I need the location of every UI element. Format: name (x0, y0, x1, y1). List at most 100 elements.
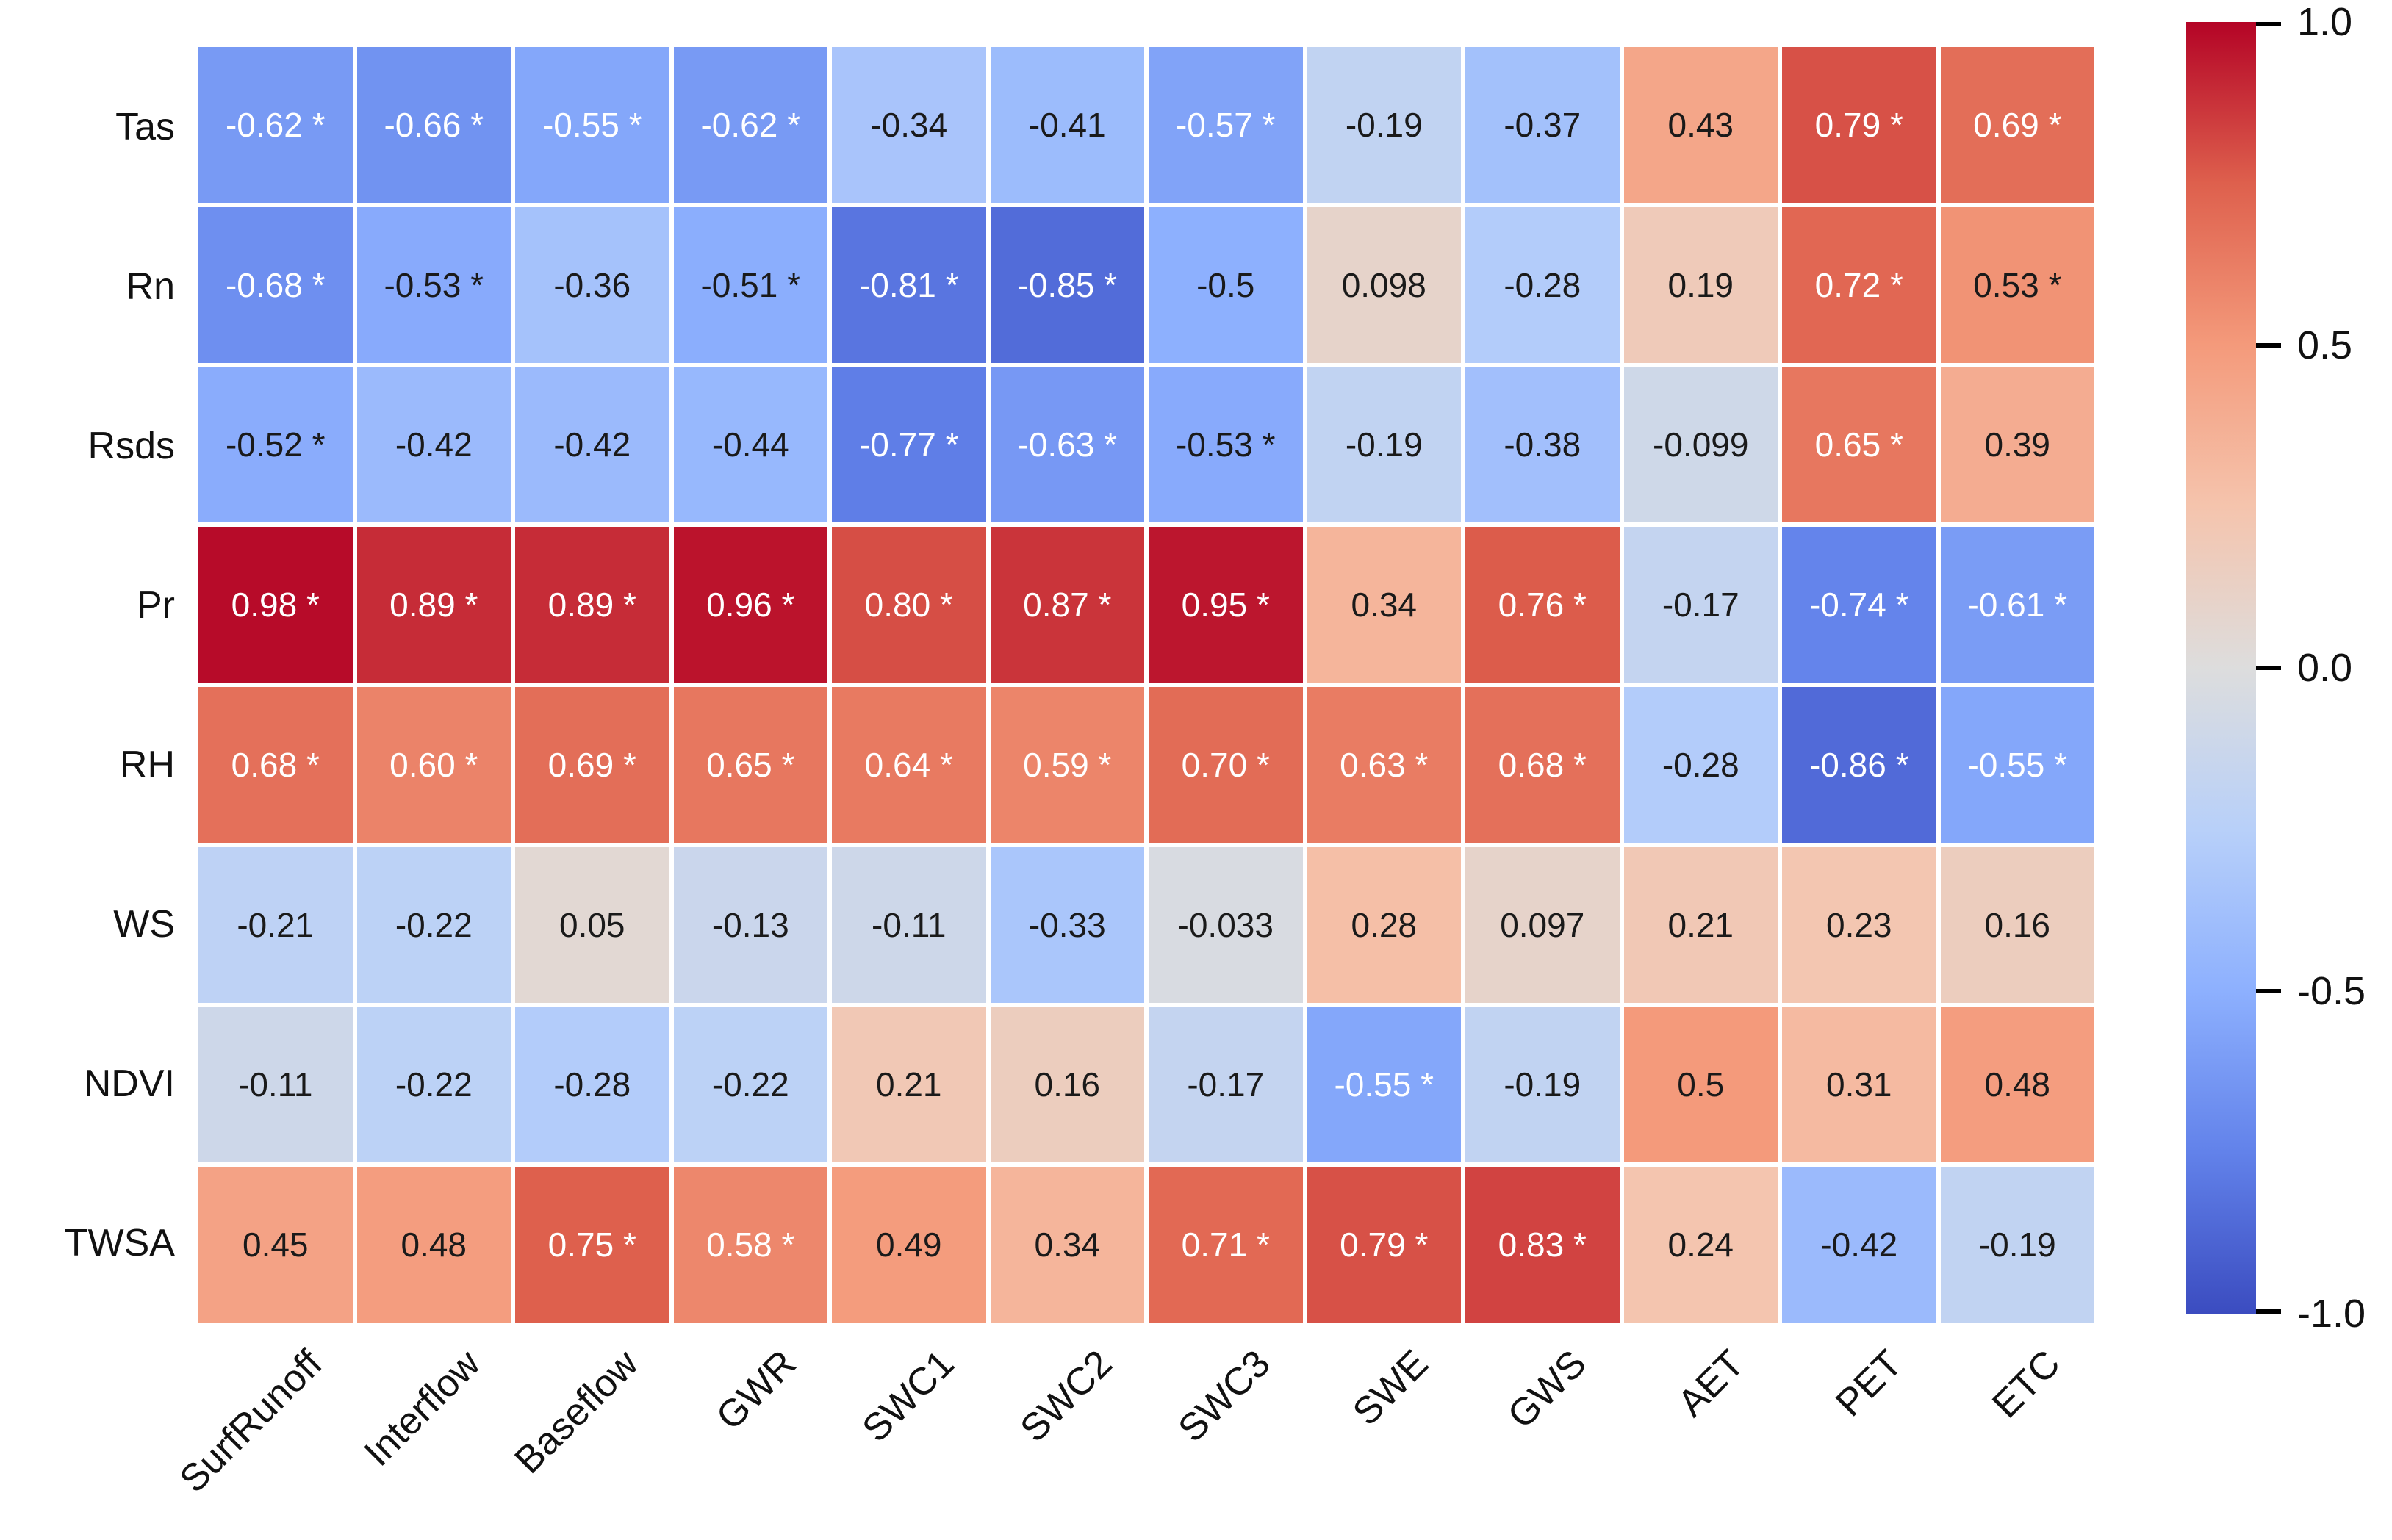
colorbar-tick-label: -0.5 (2297, 968, 2366, 1013)
heatmap-cell-Pr-GWR: 0.96 * (673, 527, 827, 683)
cell-value: 0.65 * (706, 745, 795, 784)
cell-value: -0.41 (1028, 105, 1106, 144)
cell-value: 0.58 * (706, 1226, 795, 1264)
cell-value: -0.17 (1187, 1065, 1265, 1104)
cell-value: 0.097 (1500, 905, 1585, 944)
row-label-NDVI: NDVI (83, 1062, 175, 1105)
heatmap-cell-Tas-Baseflow: -0.55 * (515, 47, 669, 203)
heatmap-cell-Pr-PET: -0.74 * (1782, 527, 1936, 683)
heatmap-cell-RH-AET: -0.28 (1623, 687, 1778, 843)
heatmap-cell-RH-SurfRunoff: 0.68 * (198, 687, 353, 843)
row-label-Rsds: Rsds (87, 424, 175, 467)
cell-value: 0.49 (875, 1226, 942, 1264)
cell-value: 0.48 (1984, 1065, 2051, 1104)
heatmap-cell-Rn-SWC2: -0.85 * (990, 206, 1144, 363)
heatmap-cell-Rn-GWS: -0.28 (1465, 206, 1620, 363)
cell-value: -0.42 (395, 425, 473, 464)
heatmap-cell-TWSA-Baseflow: 0.75 * (515, 1167, 669, 1323)
cell-value: 0.34 (1351, 586, 1418, 625)
cell-value: -0.77 * (858, 425, 959, 464)
cell-value: -0.19 (1345, 105, 1423, 144)
heatmap-cell-Rsds-SWE: -0.19 (1307, 367, 1461, 523)
cell-value: 0.72 * (1814, 265, 1903, 304)
colorbar-gradient (2186, 22, 2256, 1314)
cell-value: 0.43 (1667, 105, 1734, 144)
cell-value: 0.098 (1341, 265, 1426, 304)
colorbar-tick-label: 0.5 (2297, 323, 2353, 367)
heatmap-cell-NDVI-SWC3: -0.17 (1149, 1007, 1303, 1163)
heatmap-cell-Tas-SWE: -0.19 (1307, 47, 1461, 203)
cell-value: 0.89 * (389, 586, 478, 625)
heatmap-cell-RH-SWC1: 0.64 * (832, 687, 986, 843)
column-label-Interflow: Interflow (356, 1342, 489, 1475)
heatmap-cell-Pr-SWC2: 0.87 * (990, 527, 1144, 683)
column-label-GWS: GWS (1499, 1342, 1595, 1437)
colorbar: 1.0 0.5 0.0 -0.5 -1.0 (2186, 0, 2366, 1336)
cell-value: -0.57 * (1175, 105, 1276, 144)
heatmap-cell-Rsds-GWR: -0.44 (673, 367, 827, 523)
row-label-RH: RH (119, 743, 175, 786)
heatmap-cell-Tas-SWC3: -0.57 * (1149, 47, 1303, 203)
heatmap-cell-TWSA-SWE: 0.79 * (1307, 1167, 1461, 1323)
heatmap-cell-NDVI-SurfRunoff: -0.11 (198, 1007, 353, 1163)
column-label-PET: PET (1827, 1342, 1911, 1425)
cell-value: 0.16 (1984, 905, 2051, 944)
x-axis-column-labels: SurfRunoff Interflow Baseflow GWR SWC1 SWC2 SW… (171, 1333, 2094, 1540)
cell-value: -0.53 * (384, 265, 484, 304)
heatmap-cell-WS-SWC1: -0.11 (832, 846, 986, 1003)
cell-value: 0.60 * (389, 745, 478, 784)
colorbar-tick (2256, 1309, 2281, 1314)
cell-value: -0.099 (1653, 425, 1749, 464)
cell-value: 0.65 * (1814, 425, 1903, 464)
cell-value: -0.55 * (542, 105, 642, 144)
heatmap-cell-Tas-SurfRunoff: -0.62 * (198, 47, 353, 203)
colorbar-tick (2256, 666, 2281, 670)
cell-value: 0.31 (1825, 1065, 1892, 1104)
heatmap-cell-Rn-SWC3: -0.5 (1149, 206, 1303, 363)
cell-value: -0.86 * (1809, 745, 1909, 784)
cell-value: -0.28 (553, 1065, 631, 1104)
row-label-Pr: Pr (137, 583, 175, 627)
cell-value: -0.33 (1028, 905, 1106, 944)
cell-value: 0.68 * (1498, 745, 1587, 784)
cell-value: -0.74 * (1809, 586, 1909, 625)
cell-value: 0.23 (1825, 905, 1892, 944)
cell-value: -0.37 (1504, 105, 1581, 144)
heatmap-cell-Rn-GWR: -0.51 * (673, 206, 827, 363)
heatmap-cell-WS-SWC3: -0.033 (1149, 846, 1303, 1003)
column-label-AET: AET (1669, 1342, 1753, 1425)
heatmap-cell-Rn-SurfRunoff: -0.68 * (198, 206, 353, 363)
heatmap-cell-WS-PET: 0.23 (1782, 846, 1936, 1003)
heatmap-cell-TWSA-SWC2: 0.34 (990, 1167, 1144, 1323)
heatmap-cell-RH-Interflow: 0.60 * (356, 687, 511, 843)
cell-value: -0.52 * (225, 425, 326, 464)
heatmap-cell-Rsds-SWC2: -0.63 * (990, 367, 1144, 523)
row-label-TWSA: TWSA (64, 1221, 175, 1264)
cell-value: 0.05 (559, 905, 625, 944)
cell-value: -0.19 (1345, 425, 1423, 464)
cell-value: -0.85 * (1017, 265, 1118, 304)
heatmap-cell-Tas-GWS: -0.37 (1465, 47, 1620, 203)
heatmap-cell-RH-PET: -0.86 * (1782, 687, 1936, 843)
cell-value: 0.5 (1677, 1065, 1725, 1104)
heatmap-cell-Rn-PET: 0.72 * (1782, 206, 1936, 363)
cell-value: 0.39 (1984, 425, 2051, 464)
cell-value: -0.11 (238, 1065, 313, 1104)
row-label-Rn: Rn (126, 265, 175, 308)
heatmap-cell-WS-Interflow: -0.22 (356, 846, 511, 1003)
heatmap-cell-NDVI-SWC2: 0.16 (990, 1007, 1144, 1163)
heatmap-cell-RH-SWC2: 0.59 * (990, 687, 1144, 843)
cell-value: 0.70 * (1181, 745, 1270, 784)
heatmap-cell-NDVI-PET: 0.31 (1782, 1007, 1936, 1163)
heatmap-cell-Tas-GWR: -0.62 * (673, 47, 827, 203)
cell-value: -0.55 * (1967, 745, 2068, 784)
cell-value: -0.5 (1196, 265, 1255, 304)
cell-value: -0.19 (1504, 1065, 1581, 1104)
cell-value: 0.24 (1667, 1226, 1734, 1264)
colorbar-tick (2256, 342, 2281, 348)
cell-value: 0.45 (242, 1226, 309, 1264)
colorbar-tick-label: -1.0 (2297, 1292, 2366, 1336)
heatmap-cell-Rn-SWC1: -0.81 * (832, 206, 986, 363)
cell-value: -0.22 (711, 1065, 789, 1104)
